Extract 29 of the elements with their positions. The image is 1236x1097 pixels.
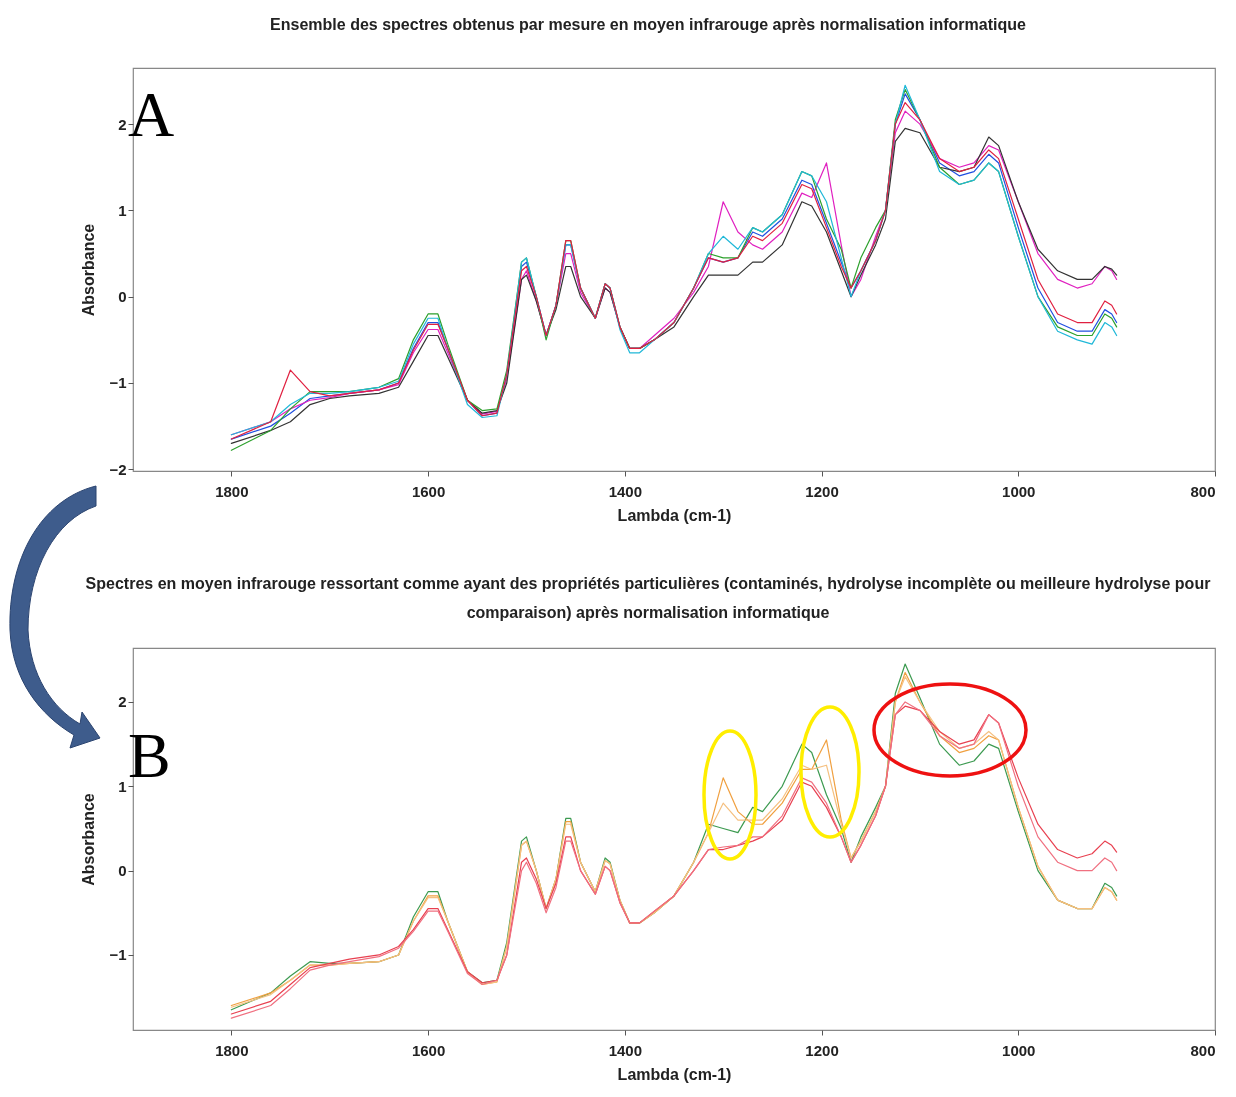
x-tick-label: 1000 — [1002, 1041, 1036, 1059]
y-tick-label: −1 — [109, 374, 127, 392]
y-tick-label: 2 — [118, 115, 127, 133]
y-tick-label: 1 — [118, 201, 127, 219]
chart-title: Spectres en moyen infrarouge ressortant comme ayant des propriétés particulières (contaminés, hydrolyse incomplète ou meilleure hydrolyse pour comparaison) après normalisation informatique — [84, 574, 1212, 623]
y-tick-label: 0 — [118, 288, 127, 306]
x-tick-label: 1600 — [411, 1041, 446, 1059]
x-axis-title: Lambda (cm-1) — [617, 1065, 732, 1083]
y-axis-title: Absorbance — [80, 223, 98, 317]
y-tick-label: 0 — [118, 862, 127, 880]
annotation: A — [128, 78, 175, 152]
x-tick-label: 1000 — [1002, 482, 1036, 500]
x-tick-label: 1800 — [215, 482, 249, 500]
annotation: B — [128, 719, 171, 793]
x-tick-label: 1400 — [608, 1041, 643, 1059]
x-tick-label: 800 — [1190, 1041, 1216, 1059]
y-tick-label: 2 — [118, 693, 127, 711]
x-tick-label: 1200 — [805, 1041, 839, 1059]
chart-title: Ensemble des spectres obtenus par mesure en moyen infrarouge après normalisation informatique — [269, 15, 1027, 35]
y-axis-title: Absorbance — [80, 793, 98, 886]
x-tick-label: 1800 — [215, 1041, 249, 1059]
y-tick-label: 1 — [118, 777, 127, 795]
y-tick-label: −1 — [109, 946, 127, 964]
y-tick-label: −2 — [109, 460, 127, 478]
x-tick-label: 800 — [1190, 482, 1216, 500]
x-tick-label: 1600 — [411, 482, 446, 500]
x-tick-label: 1400 — [608, 482, 643, 500]
x-axis-title: Lambda (cm-1) — [617, 506, 732, 524]
x-tick-label: 1200 — [805, 482, 839, 500]
